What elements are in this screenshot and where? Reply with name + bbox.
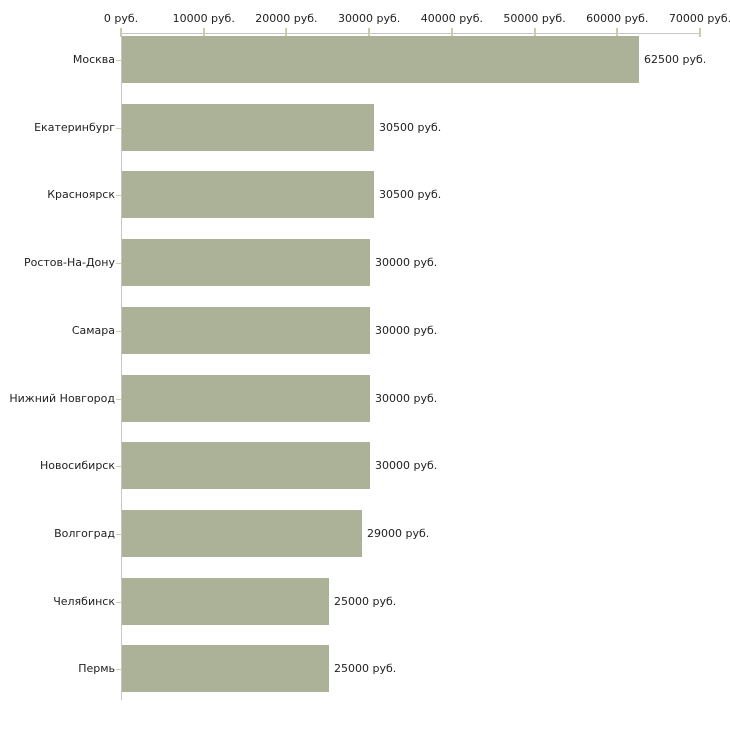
value-label: 30000 руб.: [375, 459, 438, 473]
category-label: Екатеринбург: [34, 120, 115, 134]
x-axis-tick: [616, 28, 619, 37]
x-axis-tick-label: 30000 руб.: [338, 12, 401, 25]
bar-row: Красноярск 30500 руб.: [0, 171, 730, 219]
value-label: 25000 руб.: [334, 594, 397, 608]
category-tick: [116, 60, 121, 61]
x-axis-tick: [202, 28, 205, 37]
x-axis-tick-label: 10000 руб.: [172, 12, 235, 25]
category-tick: [116, 195, 121, 197]
category-tick: [116, 263, 121, 265]
value-label: 30500 руб.: [379, 120, 442, 134]
category-tick: [116, 466, 121, 468]
x-axis-tick-label: 70000 руб.: [668, 12, 730, 25]
bar: [122, 442, 370, 490]
category-label: Москва: [72, 53, 115, 66]
x-axis-line: [121, 33, 700, 34]
value-label: 30000 руб.: [375, 323, 438, 337]
bar: [122, 645, 329, 693]
category-tick: [116, 398, 121, 400]
value-label: 25000 руб.: [334, 662, 397, 676]
x-axis-tick-label: 40000 руб.: [420, 12, 483, 25]
x-axis-tick: [533, 28, 536, 37]
bar-row: Самара 30000 руб.: [0, 306, 730, 354]
category-label: Нижний Новгород: [9, 391, 115, 405]
bar: [122, 103, 374, 151]
value-label: 30500 руб.: [379, 188, 442, 202]
x-axis-tick-label: 20000 руб.: [255, 12, 318, 25]
bar: [122, 577, 329, 625]
category-label: Красноярск: [47, 188, 115, 202]
category-label: Новосибирск: [39, 459, 115, 473]
bar-row: Новосибирск 30000 руб.: [0, 442, 730, 490]
bar-row: Ростов-На-Дону 30000 руб.: [0, 239, 730, 287]
x-axis-tick-label: 50000 руб.: [503, 12, 566, 25]
bar-row: Нижний Новгород 30000 руб.: [0, 374, 730, 422]
bar-row: Волгоград 29000 руб.: [0, 509, 730, 557]
x-axis-tick: [368, 28, 371, 37]
bar: [122, 306, 370, 354]
category-tick: [116, 669, 121, 671]
category-tick: [116, 601, 121, 603]
category-label: Волгоград: [54, 526, 115, 540]
x-axis-tick-label: 0 руб.: [103, 12, 139, 25]
x-axis-tick-label: 60000 руб.: [586, 12, 649, 25]
bar: [122, 509, 362, 557]
bar: [122, 171, 374, 219]
category-tick: [116, 330, 121, 332]
category-label: Пермь: [78, 662, 115, 676]
bar-row: Екатеринбург 30500 руб.: [0, 103, 730, 151]
x-axis-tick: [285, 28, 288, 37]
value-label: 29000 руб.: [367, 526, 430, 540]
bar-row: Пермь 25000 руб.: [0, 645, 730, 693]
value-label: 30000 руб.: [375, 256, 438, 270]
category-tick: [116, 533, 121, 535]
x-axis-tick: [699, 28, 701, 37]
value-label: 62500 руб.: [644, 53, 707, 66]
value-label: 30000 руб.: [375, 391, 438, 405]
category-tick: [116, 127, 121, 129]
category-label: Челябинск: [53, 594, 115, 608]
x-axis-tick: [120, 28, 122, 37]
bar-row: Москва 62500 руб.: [0, 36, 730, 83]
category-label: Самара: [71, 323, 115, 337]
y-axis-line: [121, 33, 122, 700]
bar: [122, 36, 639, 83]
bar: [122, 239, 370, 287]
bar-row: Челябинск 25000 руб.: [0, 577, 730, 625]
x-axis-tick: [450, 28, 453, 37]
bar: [122, 374, 370, 422]
category-label: Ростов-На-Дону: [23, 256, 115, 270]
